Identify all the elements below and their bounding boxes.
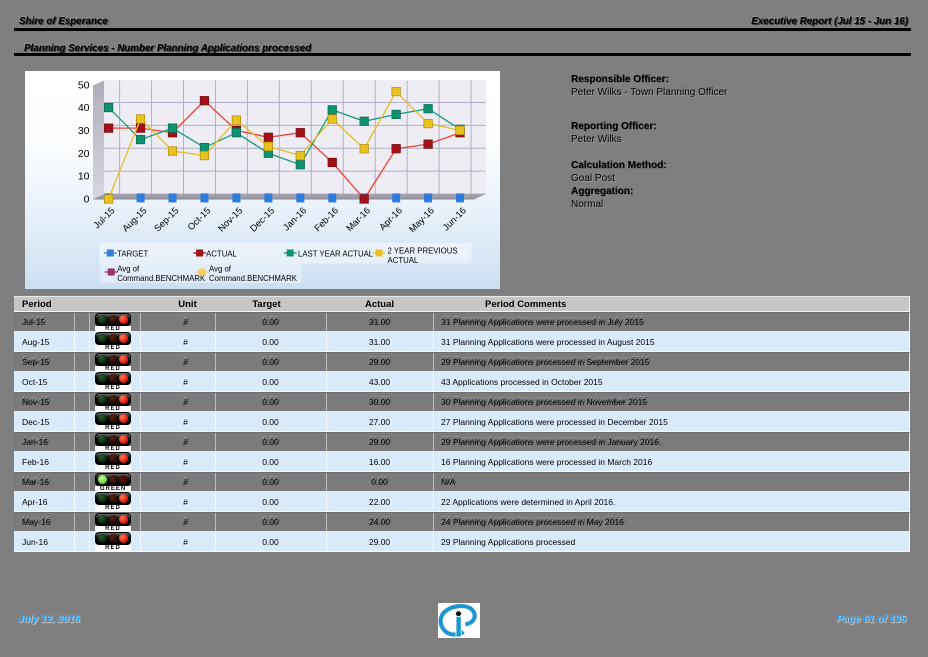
svg-text:Avg of: Avg of [209, 265, 232, 274]
svg-text:Mar-16: Mar-16 [344, 205, 372, 233]
svg-text:40: 40 [78, 102, 90, 114]
svg-text:ACTUAL: ACTUAL [206, 250, 237, 259]
svg-text:Oct-15: Oct-15 [186, 205, 213, 232]
svg-text:Jun-16: Jun-16 [441, 205, 468, 232]
svg-text:ACTUAL: ACTUAL [388, 256, 419, 265]
svg-text:20: 20 [78, 148, 90, 160]
svg-text:Sep-15: Sep-15 [152, 205, 180, 233]
svg-text:50: 50 [78, 79, 90, 91]
svg-text:Command.BENCHMARK: Command.BENCHMARK [117, 274, 206, 283]
svg-text:Jul-15: Jul-15 [92, 205, 117, 230]
svg-text:Command.BENCHMARK: Command.BENCHMARK [209, 274, 298, 283]
svg-text:2 YEAR PREVIOUS: 2 YEAR PREVIOUS [388, 247, 458, 256]
svg-text:0: 0 [84, 194, 90, 206]
svg-text:May-16: May-16 [407, 205, 436, 234]
svg-text:10: 10 [78, 171, 90, 183]
svg-text:30: 30 [78, 125, 90, 137]
svg-text:TARGET: TARGET [117, 250, 148, 259]
svg-text:Dec-15: Dec-15 [248, 205, 276, 233]
svg-text:Jan-16: Jan-16 [281, 205, 308, 232]
svg-text:Avg of: Avg of [117, 265, 140, 274]
svg-text:Aug-15: Aug-15 [120, 205, 148, 233]
svg-text:Feb-16: Feb-16 [312, 205, 340, 233]
svg-text:LAST YEAR ACTUAL: LAST YEAR ACTUAL [298, 250, 374, 259]
svg-text:Nov-15: Nov-15 [216, 205, 244, 233]
svg-text:Apr-16: Apr-16 [377, 205, 404, 232]
